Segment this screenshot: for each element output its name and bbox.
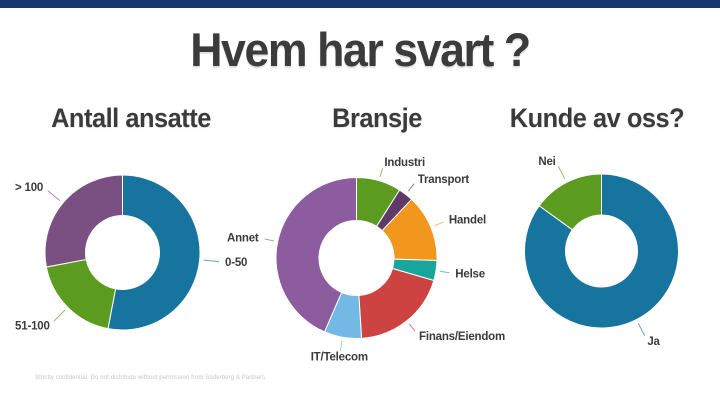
slice-label-transport: Transport [418,174,470,186]
leader-line-0-50 [203,259,220,263]
leader-line-finans-eiendom [408,323,416,332]
slice-label-51-100: 51-100 [15,320,50,332]
leader-line-industri [379,167,384,177]
chart-title-antall-ansatte: Antall ansatte [51,103,211,133]
leader-line-annet [264,238,274,242]
slice-label-100: > 100 [15,182,43,194]
slice-label-ja: Ja [647,336,660,348]
slide-title: Hvem har svart ? [190,23,531,76]
donut-slice-finans-eiendom [358,267,435,339]
leader-line-helse [439,270,450,274]
top-accent-bar [0,0,720,8]
leader-line-handel [434,221,444,227]
donut-slice-nei [538,173,602,231]
slice-label-handel: Handel [449,215,486,227]
donut-slice-annet [275,176,357,333]
slice-label-helse: Helse [455,269,485,281]
leader-line-ja [637,322,646,336]
leader-line-it-telecom [339,341,343,351]
leader-line-100 [47,190,61,201]
slice-label-it-telecom: IT/Telecom [311,352,368,364]
leader-line-transport [407,183,415,192]
leader-line-51-100 [53,309,66,322]
slice-label-finans-eiendom: Finans/Eiendom [419,331,505,343]
chart-title-bransje: Bransje [332,103,422,133]
donut-slice-100 [44,174,123,268]
slice-label-0-50: 0-50 [225,257,247,269]
donut-slice-ja [524,173,679,329]
slice-label-nei: Nei [538,156,555,168]
slice-label-annet: Annet [227,233,259,245]
slice-label-industri: Industri [384,157,425,169]
confidentiality-notice: Strictly confidential. Do not distribute… [35,375,266,381]
donut-slice-0-50 [107,174,201,331]
chart-title-kunde-av-oss: Kunde av oss? [509,103,685,133]
leader-line-nei [557,166,566,180]
